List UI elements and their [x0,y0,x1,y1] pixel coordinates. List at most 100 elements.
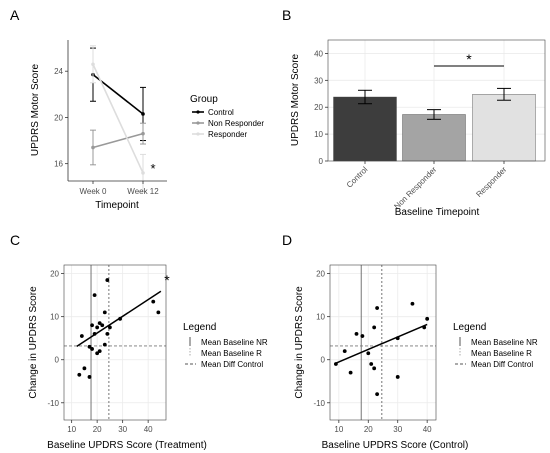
data-point [91,145,95,150]
panel-label-c: C [10,232,20,248]
bar-2 [472,94,536,162]
scatter-point [333,362,338,366]
data-point [141,131,145,136]
x-tick-label: 30 [118,425,127,434]
y-tick-label: 20 [316,270,325,279]
scatter-point [87,375,92,379]
significance-marker: * [466,51,472,67]
y-tick-label: 24 [54,67,63,76]
x-tick-label: Control [345,165,370,190]
scatter-point [151,299,156,304]
plot-border [63,264,167,421]
scatter-point [95,325,100,330]
scatter-point [95,351,100,356]
scatter-point [79,334,84,338]
legend-label-2: Mean Diff Control [471,360,533,369]
scatter-point [97,349,102,354]
scatter-point [372,325,377,330]
scatter-point [108,325,112,330]
y-tick-label: 0 [321,356,326,365]
bar-0 [333,96,397,162]
scatter-point [92,293,97,298]
scatter-point [354,331,359,336]
y-tick-label: 10 [316,313,325,322]
y-axis-title: Change in UPDRS Score [28,286,39,399]
scatter-point [100,323,105,328]
scatter-point [90,323,94,328]
scatter-point [348,370,353,375]
scatter-point [410,301,415,306]
scatter-point [395,375,400,379]
y-tick-label: 30 [314,76,323,85]
data-point [91,62,95,67]
scatter-point [369,362,374,366]
y-tick-label: 0 [55,356,60,365]
y-axis-title: UPDRS Motor Score [30,63,41,156]
x-tick-label: 10 [334,425,343,434]
x-tick-label: 40 [423,425,432,434]
data-point [141,112,145,116]
scatter-point [342,349,347,354]
scatter-point [102,342,107,347]
x-tick-label: 40 [144,425,153,434]
scatter-point [156,310,161,315]
panel-label-d: D [282,232,292,248]
legend-label-0: Control [208,108,234,117]
plot-border [329,264,437,421]
legend-label-2: Responder [208,130,247,139]
scatter-point [90,347,94,351]
x-tick-label: 30 [393,425,402,434]
panel-label-a: A [10,7,20,23]
legend-label-0: Mean Baseline NR [201,338,268,347]
scatter-point [375,392,380,397]
scatter-point [87,344,92,349]
scatter-point [118,316,122,321]
scatter-point [105,278,110,282]
legend-key-point [196,110,200,114]
significance-marker: * [150,161,155,176]
y-tick-label: 10 [314,130,323,139]
y-tick-label: 0 [319,157,324,166]
y-tick-label: 40 [314,49,323,58]
bar-1 [402,114,466,162]
y-axis-title: Change in UPDRS Score [294,286,305,399]
series-line-2 [92,63,144,174]
scatter-point [366,351,371,356]
x-tick-label: 10 [67,425,76,434]
y-tick-label: 10 [50,313,59,322]
scatter-point [372,366,377,371]
y-tick-label: 20 [54,113,63,122]
legend-title: Group [190,94,218,105]
significance-marker: * [164,272,170,288]
scatter-point [422,325,427,330]
scatter-point [105,331,110,336]
scatter-point [360,334,365,338]
legend-title: Legend [453,322,486,333]
legend-label-1: Non Responder [208,119,264,128]
legend-label-1: Mean Baseline R [471,349,532,358]
scatter-point [77,372,82,377]
legend-title: Legend [183,322,216,333]
x-tick-label: Week 0 [80,187,108,196]
x-axis-title: Baseline UPDRS Score (Control) [322,440,469,451]
y-tick-label: 16 [54,160,63,169]
scatter-point [395,336,400,341]
legend-label-1: Mean Baseline R [201,349,262,358]
scatter-point [92,331,97,336]
y-tick-label: 20 [314,103,323,112]
y-tick-label: 20 [50,270,59,279]
series-line-1 [92,132,144,149]
scatter-point [97,321,102,326]
x-tick-label: 20 [364,425,373,434]
x-axis-title: Baseline UPDRS Score (Treatment) [47,440,207,451]
data-point [141,171,145,175]
scatter-point [102,310,107,315]
x-tick-label: Non Responder [392,165,438,211]
scatter-point [375,306,380,310]
legend-key-point [196,121,200,125]
y-tick-label: -10 [47,399,59,408]
fit-line [335,323,428,364]
legend-label-2: Mean Diff Control [201,360,263,369]
x-tick-label: 20 [93,425,102,434]
